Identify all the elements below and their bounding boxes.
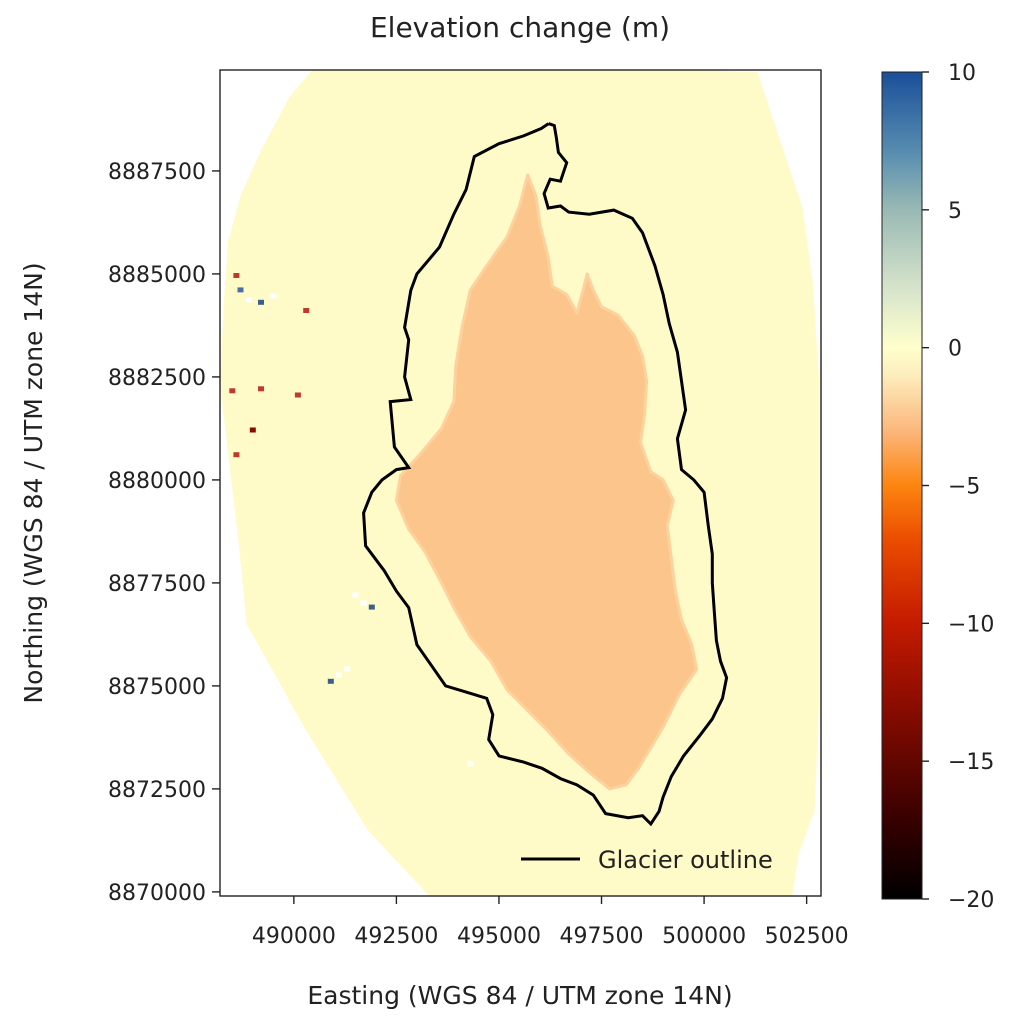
y-tick-label: 8882500	[108, 366, 206, 391]
artifact-patch	[237, 287, 244, 293]
y-tick-label: 8880000	[108, 469, 206, 494]
colorbar-tick-label: −5	[948, 475, 980, 500]
artifact-patch	[303, 308, 310, 313]
x-tick-label: 497500	[560, 924, 644, 949]
x-tick-label: 492500	[354, 924, 438, 949]
artifact-patch	[233, 452, 240, 458]
colorbar-tick-label: −20	[948, 888, 994, 913]
artifact-patch	[270, 293, 277, 299]
noise-artifacts	[229, 273, 474, 767]
artifact-patch	[258, 299, 264, 305]
colorbar-tick-label: 5	[948, 199, 962, 224]
glacier-thinning-area	[394, 173, 699, 791]
x-axis-label: Easting (WGS 84 / UTM zone 14N)	[307, 981, 732, 1010]
artifact-patch	[368, 604, 375, 610]
y-axis-label: Northing (WGS 84 / UTM zone 14N)	[19, 262, 48, 703]
legend-label: Glacier outline	[598, 846, 773, 874]
colorbar-tick-label: 0	[948, 337, 962, 362]
y-tick-label: 8887500	[108, 160, 206, 185]
y-tick-label: 8872500	[108, 778, 206, 803]
plot-frame	[219, 69, 822, 897]
colorbar-ticks: 10 5 0 −5 −10 −15 −20	[922, 61, 994, 913]
artifact-patch	[249, 427, 256, 433]
chart-title: Elevation change (m)	[370, 11, 670, 44]
y-tick-label: 8877500	[108, 572, 206, 597]
artifact-patch	[229, 388, 236, 394]
y-axis: 8870000 8872500 8875000 8877500 8880000 88825…	[108, 160, 220, 906]
artifact-patch	[233, 273, 240, 278]
artifact-patch	[352, 592, 359, 598]
colorbar-tick-label: 10	[948, 61, 976, 86]
y-tick-label: 8870000	[108, 881, 206, 906]
colorbar-tick-label: −10	[948, 612, 994, 637]
artifact-patch	[294, 392, 301, 398]
x-tick-label: 490000	[252, 924, 336, 949]
colorbar-tick-label: −15	[948, 750, 994, 775]
y-tick-label: 8875000	[108, 675, 206, 700]
colorbar	[881, 71, 923, 900]
glacier-outline	[362, 122, 729, 827]
x-tick-label: 502500	[765, 924, 849, 949]
artifact-patch	[360, 600, 367, 606]
x-tick-label: 500000	[662, 924, 746, 949]
artifact-patch	[467, 761, 474, 767]
legend: Glacier outline	[521, 846, 773, 874]
x-axis: 490000 492500 495000 497500 500000 502500	[252, 896, 849, 949]
artifact-patch	[344, 666, 351, 672]
artifact-patch	[258, 386, 264, 392]
artifact-patch	[327, 678, 334, 684]
x-tick-label: 495000	[457, 924, 541, 949]
artifact-patch	[245, 297, 252, 303]
artifact-patch	[336, 672, 342, 678]
y-tick-label: 8885000	[108, 263, 206, 288]
